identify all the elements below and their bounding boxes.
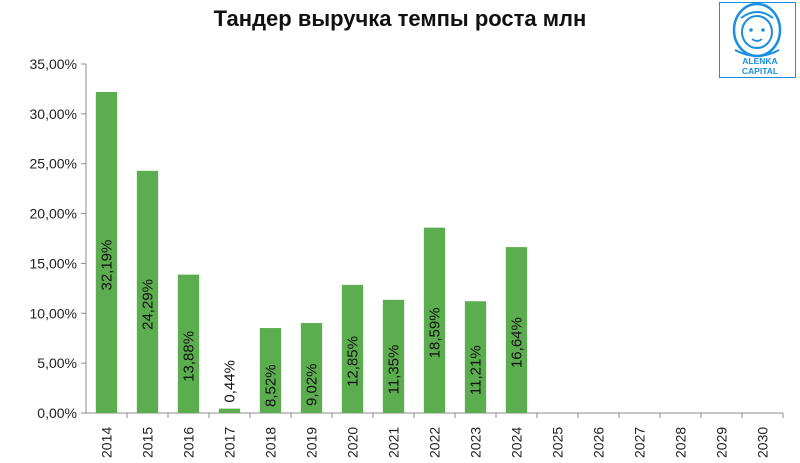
y-tick-label: 30,00% [30, 106, 77, 122]
y-tick-label: 0,00% [37, 405, 77, 421]
x-tick-label: 2025 [550, 427, 566, 458]
data-label: 24,29% [140, 279, 157, 330]
x-tick-label: 2023 [468, 427, 484, 458]
x-tick-label: 2015 [140, 427, 156, 458]
chart-labels: 32,19% 24,29% 13,88% 0,44% 8,52% 9,02% 12,85% 1… [99, 240, 526, 407]
chart-title: Тандер выручка темпы роста млн [213, 6, 587, 31]
x-tick-label: 2026 [591, 427, 607, 458]
bar [382, 299, 405, 413]
x-tick-label: 2017 [222, 427, 238, 458]
bar [136, 170, 159, 413]
bar [177, 274, 200, 413]
x-tick-label: 2030 [755, 427, 771, 458]
y-tick-label: 20,00% [30, 206, 77, 222]
data-label: 12,85% [345, 336, 362, 387]
bar [218, 408, 241, 413]
chart-axes: 0,00% 5,00% 10,00% 15,00% 20,00% 25,00% 30,00%… [30, 56, 784, 458]
bar [505, 247, 528, 413]
x-tick-label: 2018 [263, 427, 279, 458]
bar [95, 92, 118, 413]
data-label: 18,59% [427, 307, 444, 358]
bar [300, 323, 323, 413]
data-label: 8,52% [263, 364, 280, 407]
data-label: 11,21% [468, 345, 485, 395]
logo-text-line1: ALENKA [742, 56, 777, 66]
y-tick-label: 35,00% [30, 56, 77, 72]
bar [259, 328, 282, 413]
bar [341, 284, 364, 413]
logo-text-line2: CAPITAL [742, 66, 778, 76]
data-label: 9,02% [304, 363, 321, 406]
data-label: 0,44% [222, 360, 239, 403]
data-label: 16,64% [509, 317, 526, 368]
x-tick-label: 2019 [304, 427, 320, 458]
x-tick-label: 2024 [509, 427, 525, 458]
x-tick-label: 2022 [427, 427, 443, 458]
data-label: 32,19% [99, 240, 116, 291]
bar [464, 301, 487, 413]
x-tick-label: 2014 [99, 427, 115, 458]
data-label: 11,35% [386, 345, 403, 395]
x-tick-label: 2028 [673, 427, 689, 458]
x-tick-label: 2020 [345, 427, 361, 458]
alenka-capital-logo: ALENKA CAPITAL [719, 2, 796, 78]
x-tick-label: 2016 [181, 427, 197, 458]
x-tick-label: 2027 [632, 427, 648, 458]
bar [423, 227, 446, 413]
y-tick-label: 25,00% [30, 156, 77, 172]
y-tick-label: 10,00% [30, 305, 77, 321]
y-tick-label: 15,00% [30, 255, 77, 271]
data-label: 13,88% [181, 331, 198, 382]
x-tick-label: 2021 [386, 427, 402, 458]
x-tick-label: 2029 [714, 427, 730, 458]
chart-bars [95, 92, 528, 413]
y-tick-label: 5,00% [37, 355, 77, 371]
